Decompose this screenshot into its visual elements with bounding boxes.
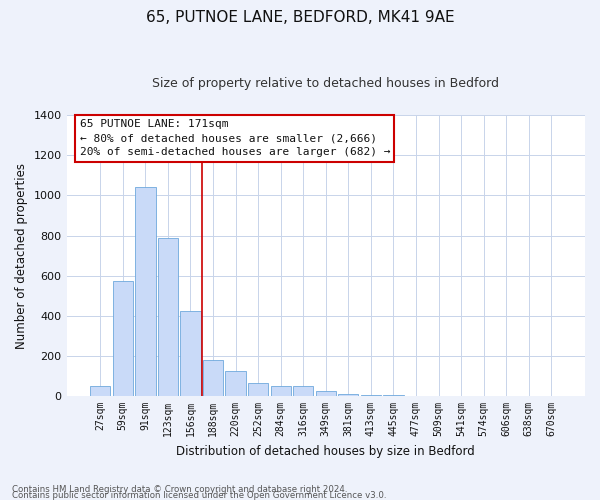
Bar	[158, 238, 178, 396]
Bar	[90, 386, 110, 396]
Bar	[316, 391, 336, 396]
Bar	[203, 360, 223, 396]
Bar	[113, 280, 133, 396]
Bar	[338, 394, 358, 396]
Text: 65 PUTNOE LANE: 171sqm
← 80% of detached houses are smaller (2,666)
20% of semi-: 65 PUTNOE LANE: 171sqm ← 80% of detached…	[80, 120, 390, 158]
Bar	[181, 311, 200, 396]
Text: 65, PUTNOE LANE, BEDFORD, MK41 9AE: 65, PUTNOE LANE, BEDFORD, MK41 9AE	[146, 10, 454, 25]
Y-axis label: Number of detached properties: Number of detached properties	[15, 162, 28, 348]
Bar	[248, 383, 268, 396]
Bar	[135, 188, 155, 396]
Bar	[271, 386, 291, 396]
X-axis label: Distribution of detached houses by size in Bedford: Distribution of detached houses by size …	[176, 444, 475, 458]
Bar	[293, 386, 313, 396]
Text: Contains public sector information licensed under the Open Government Licence v3: Contains public sector information licen…	[12, 490, 386, 500]
Text: Contains HM Land Registry data © Crown copyright and database right 2024.: Contains HM Land Registry data © Crown c…	[12, 484, 347, 494]
Title: Size of property relative to detached houses in Bedford: Size of property relative to detached ho…	[152, 78, 499, 90]
Bar	[226, 371, 246, 396]
Bar	[361, 395, 381, 396]
